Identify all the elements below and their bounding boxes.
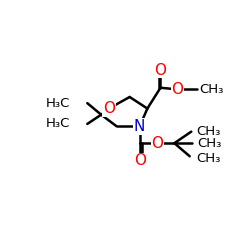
Text: CH₃: CH₃ [198,137,222,150]
Text: O: O [134,154,146,168]
Text: H₃C: H₃C [46,118,70,130]
Text: O: O [172,82,183,97]
Text: O: O [152,136,164,151]
Text: CH₃: CH₃ [196,125,220,138]
Text: CH₃: CH₃ [196,152,220,165]
Text: H₃C: H₃C [46,97,70,110]
Text: CH₃: CH₃ [200,83,224,96]
Text: O: O [103,101,115,116]
Text: O: O [154,62,166,78]
Text: N: N [134,119,145,134]
